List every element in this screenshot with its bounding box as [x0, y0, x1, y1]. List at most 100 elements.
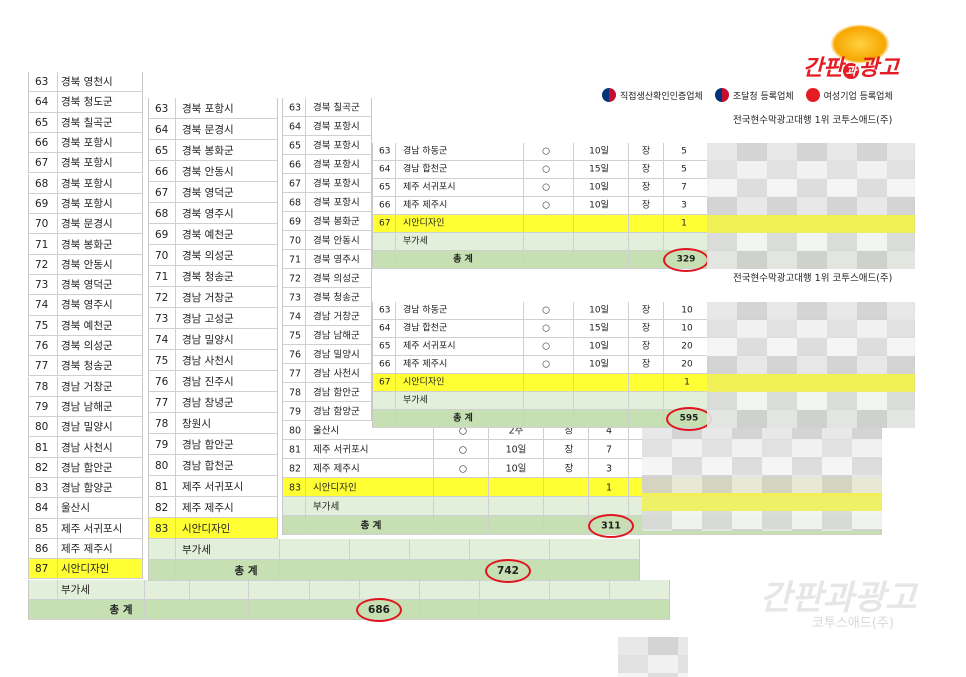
column-divider — [549, 599, 550, 620]
cell-no: 82 — [289, 462, 302, 474]
blurred-cell — [678, 673, 688, 677]
column-divider — [523, 251, 524, 268]
blurred-cell — [618, 637, 648, 655]
row: 66 경북 안동시 — [148, 161, 278, 182]
blurred-cell — [827, 161, 857, 179]
cell-no: 73 — [155, 312, 169, 325]
column-divider — [175, 497, 176, 517]
column-divider — [419, 579, 420, 599]
blurred-cell — [618, 655, 648, 673]
column-divider — [57, 579, 58, 599]
column-divider — [488, 421, 489, 439]
blurred-cell — [707, 410, 737, 428]
cell-period: 10일 — [589, 200, 609, 211]
blurred-cell — [737, 233, 767, 251]
row: 65 경북 칠곡군 — [28, 112, 143, 133]
column-divider — [175, 308, 176, 328]
blurred-cell — [762, 439, 792, 457]
blurred-cell — [642, 511, 672, 529]
column-divider — [359, 579, 360, 599]
column-divider — [479, 599, 480, 620]
cell-name: 경남 사천시 — [182, 354, 234, 367]
column-divider — [628, 440, 629, 458]
cell-qty: 7 — [605, 443, 613, 455]
column-divider — [523, 338, 524, 355]
column-divider — [57, 72, 58, 92]
cell-no: 76 — [289, 348, 302, 360]
blurred-cell — [857, 302, 887, 320]
cell-mark: ○ — [542, 164, 550, 175]
column-divider — [488, 459, 489, 477]
row: 71 경북 영주시 — [282, 250, 372, 269]
blurred-cell — [827, 197, 857, 215]
blurred-cell — [857, 179, 887, 197]
blurred-cell — [737, 161, 767, 179]
column-divider — [469, 560, 470, 580]
column-divider — [433, 516, 434, 534]
blurred-cell — [702, 493, 732, 511]
cell-mark: ○ — [542, 323, 550, 334]
cell-no: 77 — [155, 396, 169, 409]
blurred-cell — [767, 251, 797, 269]
blurred-cell — [737, 356, 767, 374]
column-divider — [488, 440, 489, 458]
row: 69 경북 봉화군 — [282, 212, 372, 231]
cell-name: 제주 제주시 — [61, 542, 113, 555]
cell-name: 경남 함안군 — [182, 438, 234, 451]
column-divider — [419, 599, 420, 620]
blurred-cell — [702, 511, 732, 529]
column-divider — [189, 579, 190, 599]
row: 71 경북 청송군 — [148, 266, 278, 287]
row: 80 경남 합천군 — [148, 455, 278, 476]
cell-no: 65 — [155, 144, 169, 157]
cell-no: 63 — [155, 102, 169, 115]
column-divider — [469, 539, 470, 559]
column-divider — [305, 421, 306, 439]
column-divider — [305, 478, 306, 496]
blurred-cell — [707, 338, 737, 356]
column-divider — [349, 539, 350, 559]
cell-qty: 1 — [681, 218, 687, 229]
cell-no: 74 — [35, 299, 49, 312]
badge: 조달청 등록업체 — [714, 88, 794, 102]
blurred-cell — [707, 161, 737, 179]
blurred-cell — [887, 233, 915, 251]
row: 74 경남 밀양시 — [148, 329, 278, 350]
row: 69 경북 포항시 — [28, 193, 143, 215]
blurred-cell — [707, 374, 737, 392]
blurred-cell — [857, 161, 887, 179]
cell-mark: ○ — [458, 424, 468, 436]
cell-no: 67 — [379, 218, 391, 229]
column-divider — [57, 315, 58, 335]
blurred-cell — [822, 493, 852, 511]
column-divider — [57, 153, 58, 173]
column-divider — [543, 516, 544, 534]
column-divider — [305, 345, 306, 363]
cell-period: 15일 — [589, 323, 609, 334]
blurred-cell — [857, 410, 887, 428]
column-divider — [395, 392, 396, 409]
blurred-cell — [827, 338, 857, 356]
column-divider — [663, 233, 664, 250]
cell-no: 81 — [289, 443, 302, 455]
cell-period: 15일 — [589, 164, 609, 175]
column-divider — [588, 497, 589, 515]
column-divider — [175, 539, 176, 559]
row: 68 경북 영주시 — [148, 203, 278, 224]
blurred-cell — [648, 637, 678, 655]
column-divider — [57, 417, 58, 437]
blurred-cell — [707, 143, 737, 161]
badge-label: 조달청 등록업체 — [732, 91, 794, 102]
cell-unit: 장 — [641, 323, 651, 334]
cell-no: 69 — [289, 215, 302, 227]
blurred-cell — [852, 511, 882, 529]
blurred-cell — [827, 410, 857, 428]
row: 81 경남 사천시 — [28, 437, 143, 458]
column-divider — [57, 214, 58, 234]
cell-period: 10일 — [589, 182, 609, 193]
cell-no: 74 — [289, 310, 302, 322]
badges: 직접생산확인인증업체 조달청 등록업체 여성기업 등록업체 — [602, 88, 893, 102]
row: 64 경북 청도군 — [28, 92, 143, 113]
blurred-cell — [792, 529, 822, 531]
cell-no: 72 — [289, 272, 302, 284]
